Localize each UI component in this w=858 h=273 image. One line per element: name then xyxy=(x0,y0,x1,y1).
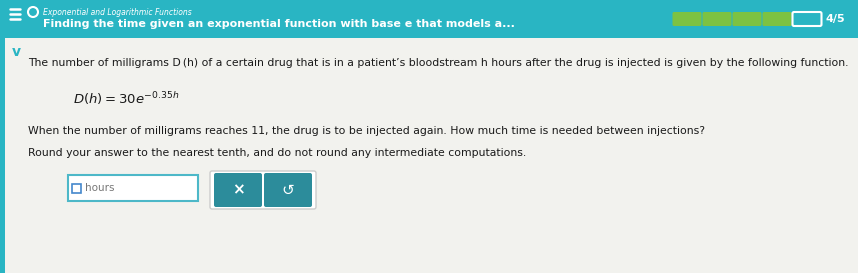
Text: $D(h)=30e^{-0.35h}$: $D(h)=30e^{-0.35h}$ xyxy=(73,90,179,107)
FancyBboxPatch shape xyxy=(264,173,312,207)
FancyBboxPatch shape xyxy=(763,12,791,26)
FancyBboxPatch shape xyxy=(68,175,198,201)
Bar xyxy=(0,38,5,273)
FancyBboxPatch shape xyxy=(793,12,821,26)
Text: When the number of milligrams reaches 11, the drug is to be injected again. How : When the number of milligrams reaches 11… xyxy=(28,126,705,136)
Text: ×: × xyxy=(232,182,245,197)
Text: v: v xyxy=(11,45,21,59)
Bar xyxy=(0,38,858,273)
FancyBboxPatch shape xyxy=(210,171,316,209)
FancyBboxPatch shape xyxy=(733,12,762,26)
Text: The number of milligrams D (h) of a certain drug that is in a patient’s bloodstr: The number of milligrams D (h) of a cert… xyxy=(28,58,849,68)
Text: Exponential and Logarithmic Functions: Exponential and Logarithmic Functions xyxy=(43,8,191,17)
FancyBboxPatch shape xyxy=(703,12,732,26)
Bar xyxy=(0,0,858,38)
FancyBboxPatch shape xyxy=(214,173,262,207)
FancyBboxPatch shape xyxy=(72,183,81,192)
FancyBboxPatch shape xyxy=(673,12,702,26)
Text: ↺: ↺ xyxy=(281,182,294,197)
Text: Round your answer to the nearest tenth, and do not round any intermediate comput: Round your answer to the nearest tenth, … xyxy=(28,148,526,158)
Text: hours: hours xyxy=(85,183,114,193)
Text: 4/5: 4/5 xyxy=(826,14,846,24)
Text: Finding the time given an exponential function with base e that models a...: Finding the time given an exponential fu… xyxy=(43,19,515,29)
